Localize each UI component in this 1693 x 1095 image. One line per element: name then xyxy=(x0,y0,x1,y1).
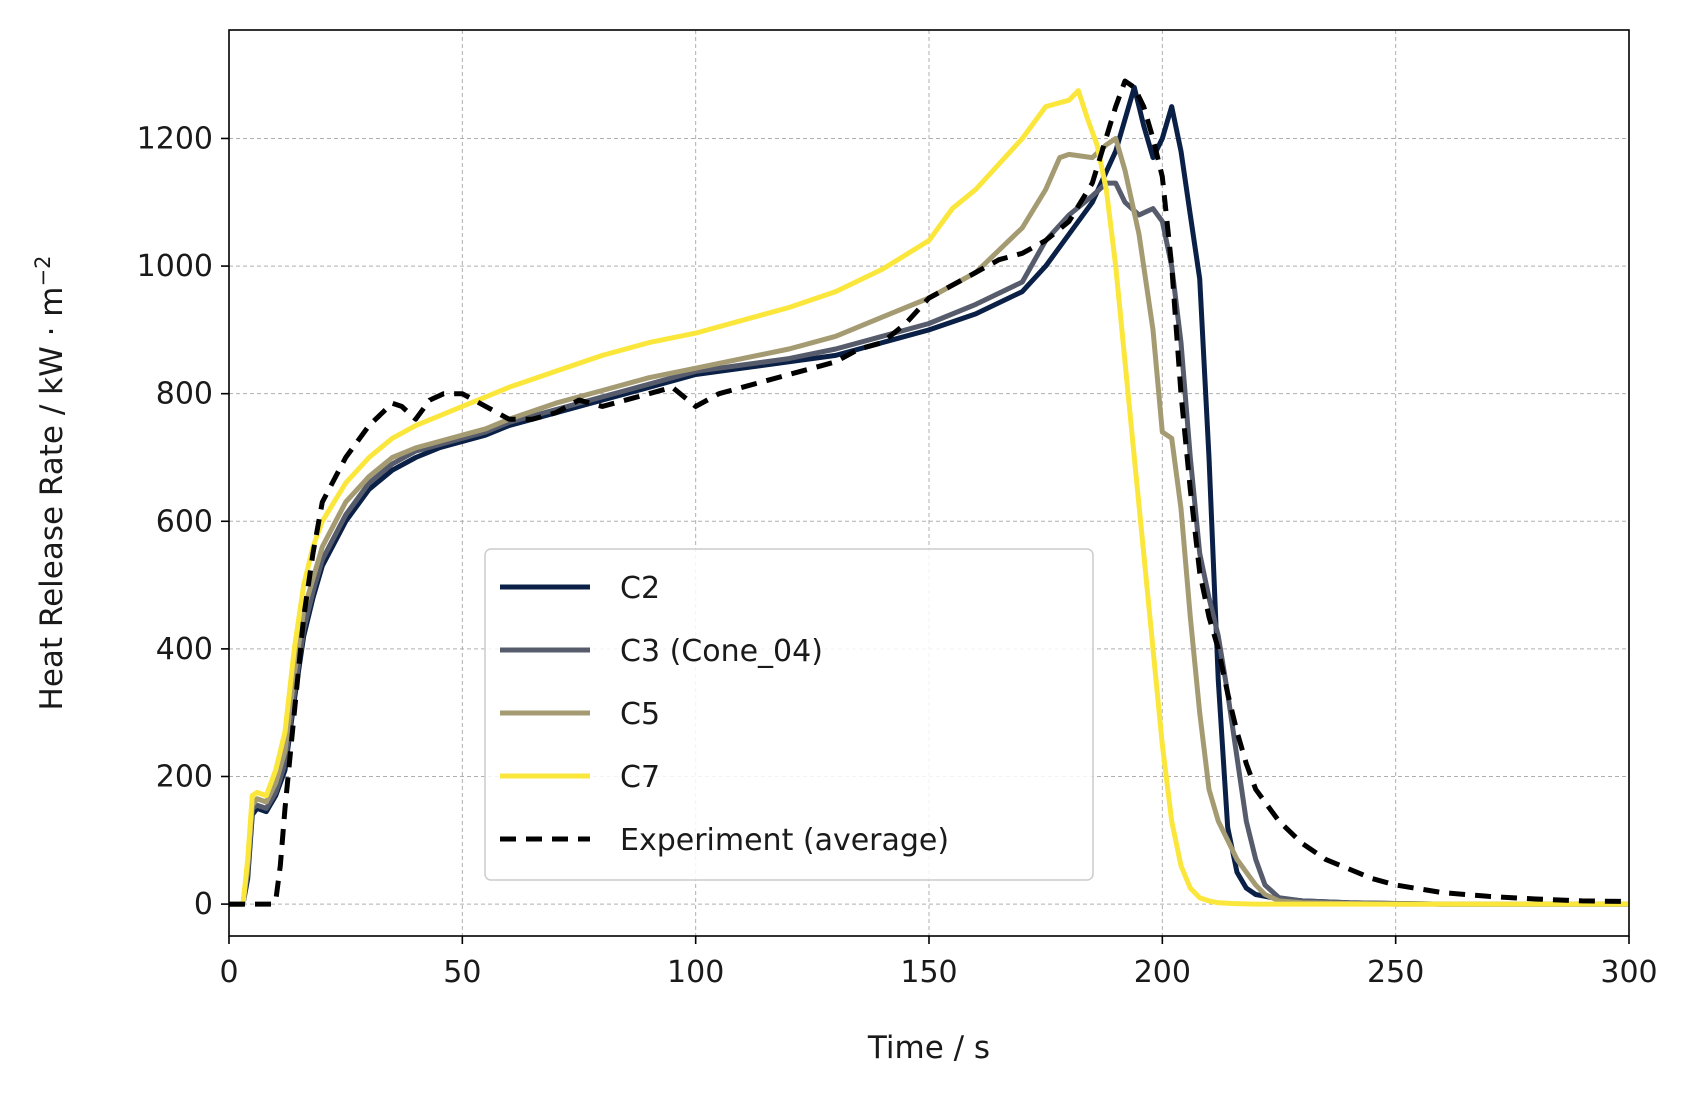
y-tick-label: 200 xyxy=(156,759,213,794)
x-tick-label: 200 xyxy=(1134,955,1191,990)
x-tick-label: 0 xyxy=(219,955,238,990)
legend: C2 C3 (Cone_04) C5 C7 Experiment (average) xyxy=(484,548,1094,881)
x-tick-label: 250 xyxy=(1367,955,1424,990)
y-axis-label-unit-exponent: −2 xyxy=(31,256,55,287)
axis-ticks: 0 50 100 150 200 250 300 0 200 400 600 800 1000 1200 xyxy=(137,121,1658,990)
series-line-experiment-average xyxy=(229,78,1630,907)
legend-items: C2 C3 (Cone_04) C5 C7 Experiment (average) xyxy=(500,571,949,858)
y-axis-label-text: Heat Release Rate / kW · m xyxy=(34,287,70,711)
legend-label: C7 xyxy=(620,760,660,795)
y-tick-label: 400 xyxy=(156,632,213,667)
y-tick-label: 600 xyxy=(156,504,213,539)
legend-label: C2 xyxy=(620,571,660,606)
y-tick-label: 0 xyxy=(194,887,213,922)
x-axis-label: Time / s xyxy=(867,1030,990,1066)
y-tick-label: 800 xyxy=(156,377,213,412)
y-tick-label: 1200 xyxy=(137,121,213,156)
x-tick-label: 150 xyxy=(900,955,957,990)
legend-box xyxy=(484,548,1094,881)
x-tick-label: 50 xyxy=(443,955,481,990)
series-line-c3-cone-04 xyxy=(229,180,1629,907)
y-tick-label: 1000 xyxy=(137,249,213,284)
x-tick-label: 300 xyxy=(1600,955,1657,990)
series-lines xyxy=(229,78,1630,907)
y-axis-label: Heat Release Rate / kW · m−2 xyxy=(31,256,70,711)
legend-label: C3 (Cone_04) xyxy=(620,634,823,669)
x-tick-label: 100 xyxy=(667,955,724,990)
legend-label: Experiment (average) xyxy=(620,823,949,858)
legend-label: C5 xyxy=(620,697,660,732)
